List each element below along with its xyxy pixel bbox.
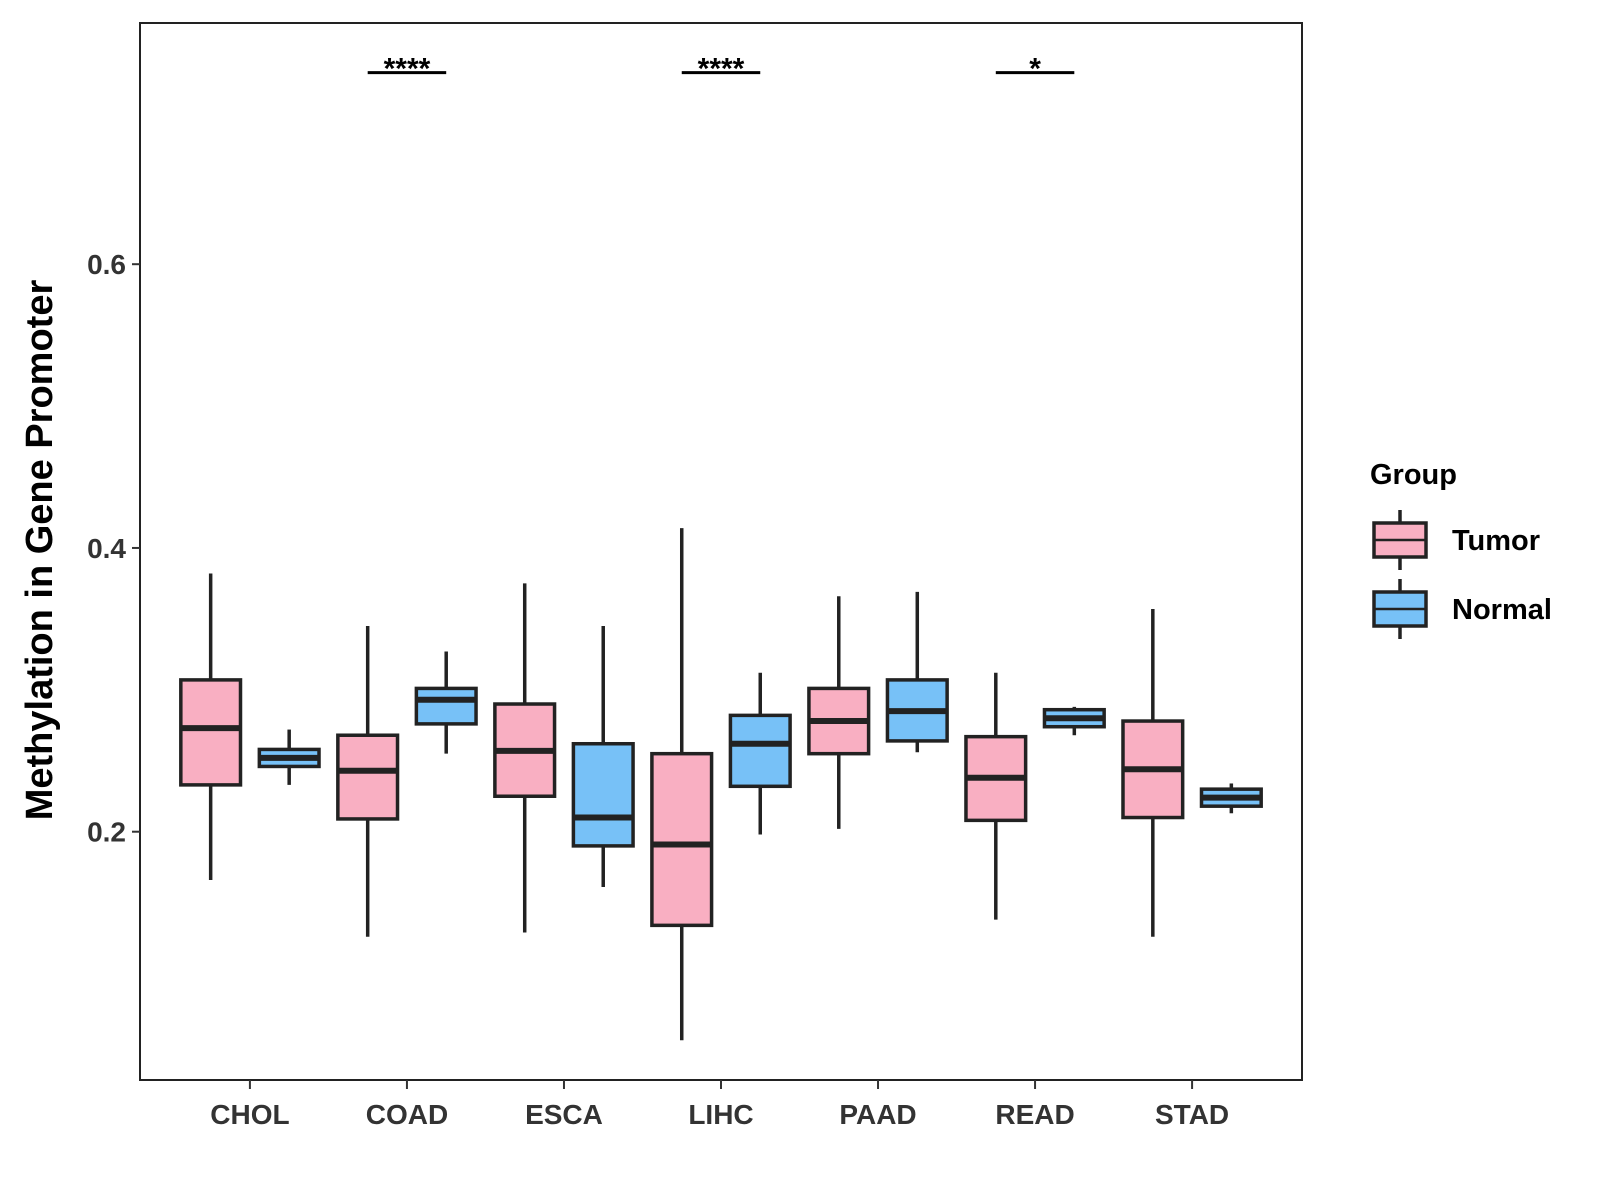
box-tumor-esca	[493, 583, 557, 933]
box-body	[336, 733, 400, 821]
box-body	[414, 686, 478, 726]
y-tick-label: 0.6	[87, 249, 126, 280]
box-body	[571, 741, 635, 848]
box-normal-read	[1042, 706, 1106, 736]
significance-label: ****	[698, 53, 745, 86]
box-body	[728, 713, 792, 789]
significance-label: *	[1029, 53, 1041, 86]
box-tumor-coad	[336, 625, 400, 937]
x-tick-label: PAAD	[839, 1099, 916, 1130]
x-tick-label: STAD	[1155, 1099, 1229, 1130]
box-normal-paad	[885, 591, 949, 753]
box-tumor-lihc	[650, 528, 714, 1041]
y-tick-label: 0.4	[87, 533, 126, 564]
y-tick-label: 0.2	[87, 817, 126, 848]
plot-panel	[139, 22, 1303, 1081]
legend-label-tumor: Tumor	[1452, 525, 1540, 557]
significance-label: ****	[384, 53, 431, 86]
legend-label-normal: Normal	[1452, 594, 1552, 626]
box-normal-esca	[571, 625, 635, 888]
box-normal-coad	[414, 651, 478, 754]
x-tick-label: READ	[995, 1099, 1074, 1130]
x-axis: CHOL COAD ESCA LIHC PAAD READ STAD	[210, 1080, 1229, 1130]
box-normal-stad	[1199, 783, 1263, 814]
box-normal-chol	[257, 729, 321, 785]
x-tick-label: COAD	[366, 1099, 448, 1130]
legend: Group Tumor Normal	[1370, 459, 1552, 639]
box-tumor-paad	[807, 596, 871, 829]
boxes-layer	[179, 528, 1263, 1041]
y-axis-label: Methylation in Gene Promoter	[19, 280, 61, 821]
x-tick-label: ESCA	[525, 1099, 603, 1130]
legend-title: Group	[1370, 459, 1457, 491]
legend-key-tumor	[1372, 510, 1428, 570]
box-normal-lihc	[728, 672, 792, 835]
box-tumor-read	[964, 672, 1028, 920]
y-axis: 0.2 0.4 0.6	[87, 249, 140, 848]
x-tick-label: LIHC	[688, 1099, 753, 1130]
box-tumor-stad	[1121, 608, 1185, 937]
box-body	[179, 678, 243, 787]
box-tumor-chol	[179, 573, 243, 880]
box-body	[650, 751, 714, 928]
significance-layer: **** **** *	[367, 53, 1075, 86]
legend-key-normal	[1372, 579, 1428, 639]
x-tick-label: CHOL	[210, 1099, 289, 1130]
